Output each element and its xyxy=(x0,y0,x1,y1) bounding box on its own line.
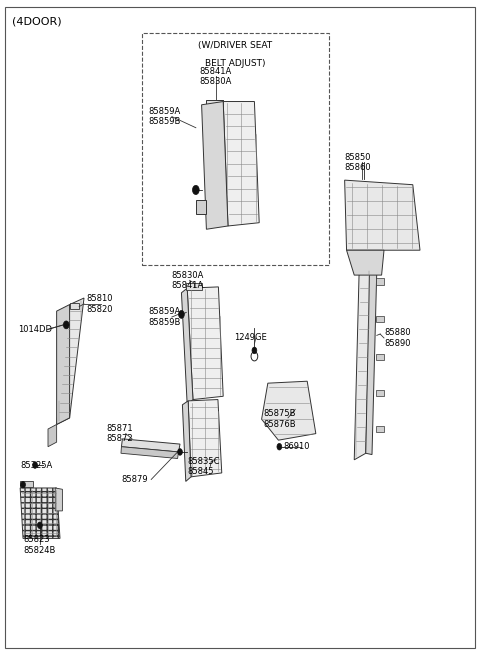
Circle shape xyxy=(37,522,42,529)
Polygon shape xyxy=(262,381,316,440)
Circle shape xyxy=(21,481,25,488)
Polygon shape xyxy=(196,200,206,214)
Polygon shape xyxy=(70,303,79,309)
Polygon shape xyxy=(202,102,228,229)
Text: BELT ADJUST): BELT ADJUST) xyxy=(205,59,265,68)
Text: 85850
85860: 85850 85860 xyxy=(345,153,371,172)
Polygon shape xyxy=(376,354,384,360)
Polygon shape xyxy=(186,283,202,290)
Circle shape xyxy=(63,321,69,329)
Polygon shape xyxy=(181,288,193,405)
Text: 85841A
85830A: 85841A 85830A xyxy=(199,67,231,86)
Polygon shape xyxy=(366,269,377,455)
Text: 85830A
85841A: 85830A 85841A xyxy=(172,271,204,290)
Circle shape xyxy=(252,347,257,354)
Polygon shape xyxy=(20,481,33,487)
Text: 85810
85820: 85810 85820 xyxy=(86,294,113,314)
Polygon shape xyxy=(187,287,223,400)
Text: 1249GE: 1249GE xyxy=(234,333,267,343)
Text: 85859A
85859B: 85859A 85859B xyxy=(149,107,181,126)
Polygon shape xyxy=(57,298,84,424)
Polygon shape xyxy=(354,269,371,460)
Text: (4DOOR): (4DOOR) xyxy=(12,16,61,26)
Polygon shape xyxy=(182,401,191,481)
Polygon shape xyxy=(376,278,384,285)
Polygon shape xyxy=(345,180,420,250)
Text: 85823
85824B: 85823 85824B xyxy=(23,535,55,555)
Text: 86910: 86910 xyxy=(283,442,310,451)
Polygon shape xyxy=(376,426,384,432)
Text: 85871
85872: 85871 85872 xyxy=(107,424,133,443)
Text: 85325A: 85325A xyxy=(20,460,52,470)
Polygon shape xyxy=(20,488,60,538)
Text: 85880
85890: 85880 85890 xyxy=(384,328,410,348)
Polygon shape xyxy=(57,305,70,424)
Text: 85875B
85876B: 85875B 85876B xyxy=(263,409,296,429)
Polygon shape xyxy=(188,400,222,477)
Text: 85859A
85859B: 85859A 85859B xyxy=(149,307,181,327)
Polygon shape xyxy=(55,488,62,511)
Circle shape xyxy=(178,449,182,455)
Polygon shape xyxy=(376,390,384,396)
Circle shape xyxy=(277,443,282,450)
Circle shape xyxy=(179,310,184,318)
Text: 85835C
85845: 85835C 85845 xyxy=(187,457,220,476)
Polygon shape xyxy=(347,250,384,275)
Circle shape xyxy=(192,185,199,195)
Polygon shape xyxy=(121,439,180,452)
Polygon shape xyxy=(121,447,179,458)
Polygon shape xyxy=(48,424,57,447)
Text: (W/DRIVER SEAT: (W/DRIVER SEAT xyxy=(198,41,272,50)
Polygon shape xyxy=(223,102,259,226)
Text: 85879: 85879 xyxy=(121,475,148,484)
Text: 1014DD: 1014DD xyxy=(18,325,52,334)
Polygon shape xyxy=(376,316,384,322)
Polygon shape xyxy=(206,100,223,111)
Circle shape xyxy=(33,462,37,468)
